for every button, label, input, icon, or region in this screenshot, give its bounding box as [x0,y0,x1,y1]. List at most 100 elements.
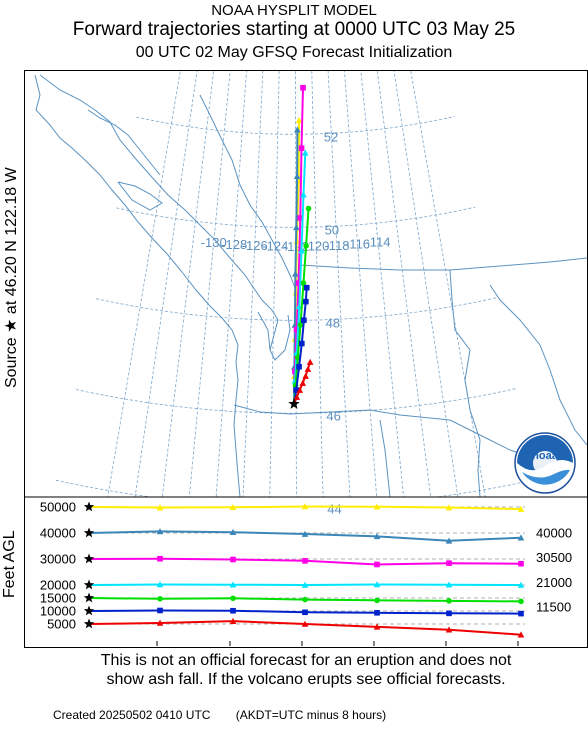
latitude-label: 50 [325,223,339,238]
series-marker [295,280,302,286]
longitude-label: -116 [345,237,370,252]
noaa-logo-text: noaa [532,450,559,462]
height-start-star-icon [83,579,95,590]
series-marker [293,172,301,179]
meridian-line [327,71,351,497]
series-marker [293,326,300,333]
latitude-labels: 52 50 48 46 44 [324,130,342,517]
series-marker [446,610,452,617]
chart-title-line3: 00 UTC 02 May GFSQ Forecast Initializati… [135,44,453,61]
series-marker [300,280,307,286]
series-marker [303,298,309,305]
series-marker [230,607,236,614]
latitude-label: 48 [326,316,340,331]
height-tick-label: 50000 [40,500,76,515]
longitude-label: -126 [242,238,268,253]
series-marker [156,504,164,511]
height-tick-label: 30000 [40,552,76,567]
meridian-line [215,71,247,497]
meridian-line [410,71,486,497]
height-start-star-icon [83,501,95,512]
series-marker [297,322,304,328]
disclaimer-line2: show ash fall. If the volcano erupts see… [106,671,506,688]
latitude-label: 46 [326,409,340,424]
latitude-label: 44 [327,502,341,517]
series-marker [373,533,381,540]
series-marker [301,530,309,537]
height-right-label: 30500 [536,550,572,565]
disclaimer-notice: This is not an official forecast for an … [24,651,588,689]
series-marker [446,560,452,566]
time-axis-ticks: 010203040506 [156,641,519,646]
series-marker [157,555,163,562]
meridian-line [393,71,459,497]
series-marker [373,581,381,588]
series-marker [292,270,299,277]
series-marker [445,504,453,511]
longitude-label: -128 [221,237,247,252]
series-marker [293,387,299,393]
series-marker [230,556,236,563]
series-marker [298,247,305,254]
height-tick-label: 40000 [40,526,76,541]
series-marker [303,284,310,291]
series-marker [301,581,309,588]
meridian-line [269,71,280,497]
height-right-label: 21000 [536,575,572,590]
series-marker [518,610,524,617]
height-start-star-icon [83,592,95,603]
series-marker [293,223,300,231]
created-timestamp: Created 20250502 0410 UTC [53,708,211,722]
height-time-series [83,501,525,638]
series-marker [300,84,306,91]
timezone-note: (AKDT=UTC minus 8 hours) [235,708,387,722]
series-marker [303,243,309,249]
series-marker [156,619,164,626]
series-marker [374,610,380,616]
series-marker [302,558,308,564]
series-marker [305,205,312,212]
series-marker [229,581,237,588]
height-start-star-icon [83,605,95,616]
meridian-line [376,71,432,497]
meridian-line [134,71,198,497]
series-marker [293,393,301,400]
height-tick-label: 10000 [40,604,76,619]
height-tick-label: 20000 [40,578,76,593]
series-marker [373,623,381,630]
noaa-logo-icon: noaa [514,432,576,494]
series-marker [230,595,236,602]
series-marker [294,126,301,133]
series-marker [229,503,237,511]
series-marker [517,631,525,638]
series-marker [301,503,309,510]
height-right-labels: 40000 30500 21000 11500 [536,526,572,615]
parallel-line [156,26,434,42]
series-marker [157,595,163,602]
series-marker [445,537,453,544]
series-marker [299,379,307,386]
longitude-label: -118 [324,238,349,253]
series-marker [302,609,308,616]
longitude-label: -130 [201,235,227,250]
series-marker [517,534,525,541]
chart-title-line2: Forward trajectories starting at 0000 UT… [72,19,516,40]
series-marker [373,503,381,510]
latitude-label: 52 [324,130,338,145]
series-marker [156,528,164,535]
height-right-label: 11500 [536,600,571,615]
source-star-icon [288,398,300,409]
series-marker [445,626,453,633]
series-marker [306,358,314,365]
longitude-label: -124 [262,239,288,254]
series-marker [302,596,308,603]
longitude-label: -120 [303,239,329,254]
chart-title-line1: NOAA HYSPLIT MODEL [211,2,377,19]
series-marker [518,598,524,605]
series-marker [298,145,305,152]
series-marker [374,561,380,568]
series-marker [297,215,304,221]
height-panel-grid [89,506,525,625]
footer: Created 20250502 0410 UTC (AKDT=UTC minu… [53,708,408,722]
